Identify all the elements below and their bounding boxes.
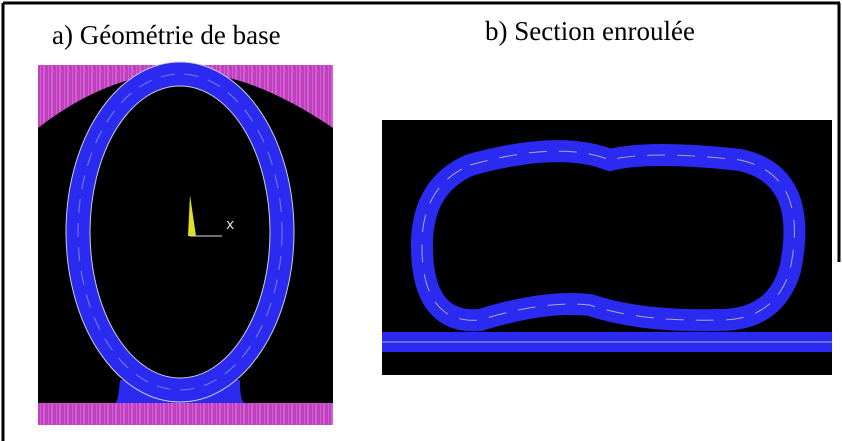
page: a) Géométrie de base b) Section enroulée… xyxy=(0,0,842,441)
panel-a-image: x xyxy=(38,62,333,425)
figure: a) Géométrie de base b) Section enroulée… xyxy=(0,0,842,441)
panel-b-image xyxy=(382,120,832,375)
axis-label: x xyxy=(226,217,234,233)
panel-title: a) Géométrie de base xyxy=(52,20,281,50)
panel-title: b) Section enroulée xyxy=(485,16,695,46)
